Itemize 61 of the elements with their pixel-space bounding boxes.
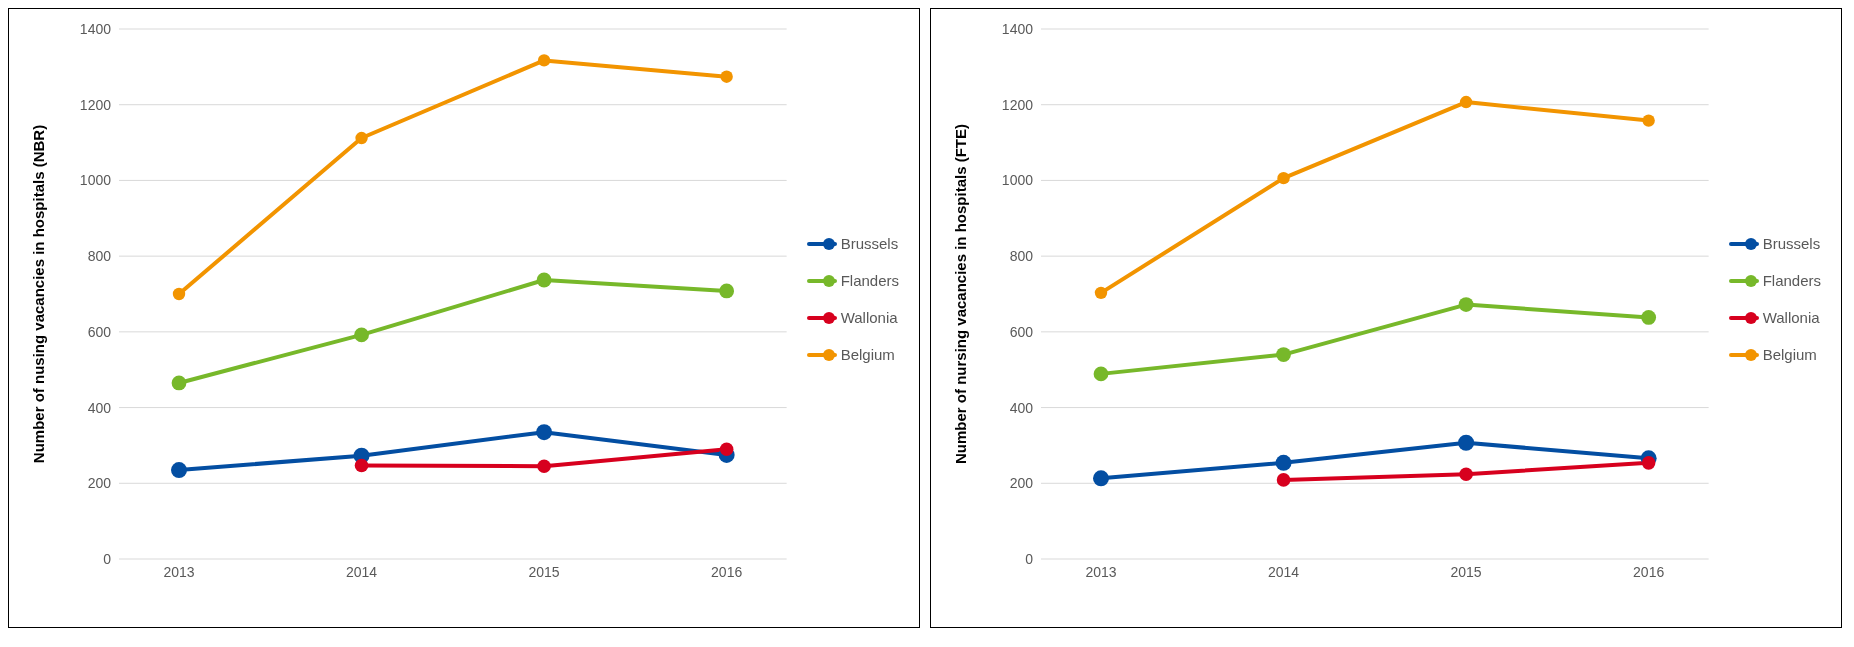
legend-label: Flanders <box>840 272 899 289</box>
point <box>1093 470 1109 487</box>
point <box>720 70 733 83</box>
legend-label: Belgium <box>1762 346 1817 363</box>
y-tick-label: 1200 <box>79 96 112 113</box>
y-tick-label: 1200 <box>1001 96 1034 113</box>
point <box>1275 454 1292 471</box>
point <box>1641 456 1656 470</box>
legend-label: Wallonia <box>1762 309 1820 326</box>
x-tick-label: 2013 <box>1085 563 1117 580</box>
y-tick-label: 1400 <box>1001 20 1034 37</box>
y-tick-label: 0 <box>103 550 112 567</box>
point <box>1642 114 1655 127</box>
point <box>171 375 187 391</box>
y-axis-title: Number of nursing vacancies in hospitals (FTE) <box>952 123 970 465</box>
x-tick-label: 2016 <box>1633 563 1665 580</box>
y-tick-label: 1400 <box>79 20 112 37</box>
y-tick-label: 200 <box>1009 475 1034 492</box>
y-tick-label: 400 <box>87 399 112 416</box>
point <box>1458 434 1475 451</box>
y-tick-label: 600 <box>1009 323 1034 340</box>
point <box>1094 286 1108 300</box>
y-tick-label: 800 <box>87 248 112 265</box>
point <box>719 283 735 299</box>
x-tick-label: 2014 <box>1267 563 1300 580</box>
x-tick-label: 2014 <box>345 563 378 580</box>
x-tick-label: 2016 <box>711 563 743 580</box>
point <box>1276 473 1291 487</box>
point <box>1458 297 1474 312</box>
legend-label: Flanders <box>1762 272 1821 289</box>
point <box>172 287 186 301</box>
legend-label: Wallonia <box>840 309 898 326</box>
y-tick-label: 1000 <box>79 172 112 189</box>
point <box>719 442 734 457</box>
point <box>1459 95 1473 109</box>
legend-label: Brussels <box>1762 235 1821 252</box>
point <box>1093 366 1109 382</box>
y-tick-label: 600 <box>87 323 112 340</box>
legend-label: Belgium <box>840 346 895 363</box>
x-tick-label: 2015 <box>1450 563 1482 580</box>
point <box>354 458 369 473</box>
point <box>1276 347 1291 362</box>
point <box>354 327 369 343</box>
point <box>171 462 187 479</box>
y-tick-label: 0 <box>1025 550 1034 567</box>
y-tick-label: 1000 <box>1001 172 1034 189</box>
point <box>1277 171 1290 185</box>
point <box>355 131 368 145</box>
point <box>1641 310 1657 325</box>
y-axis-title: Number of nusing vacancies in hospitals (NBR) <box>30 124 48 464</box>
point <box>536 424 553 441</box>
y-tick-label: 800 <box>1009 248 1034 265</box>
y-tick-label: 400 <box>1009 399 1034 416</box>
point <box>537 54 551 67</box>
point <box>536 272 552 288</box>
legend-label: Brussels <box>840 235 899 252</box>
y-tick-label: 200 <box>87 475 112 492</box>
x-tick-label: 2015 <box>528 563 560 580</box>
point <box>1459 467 1473 481</box>
x-tick-label: 2013 <box>163 563 195 580</box>
point <box>537 459 551 474</box>
